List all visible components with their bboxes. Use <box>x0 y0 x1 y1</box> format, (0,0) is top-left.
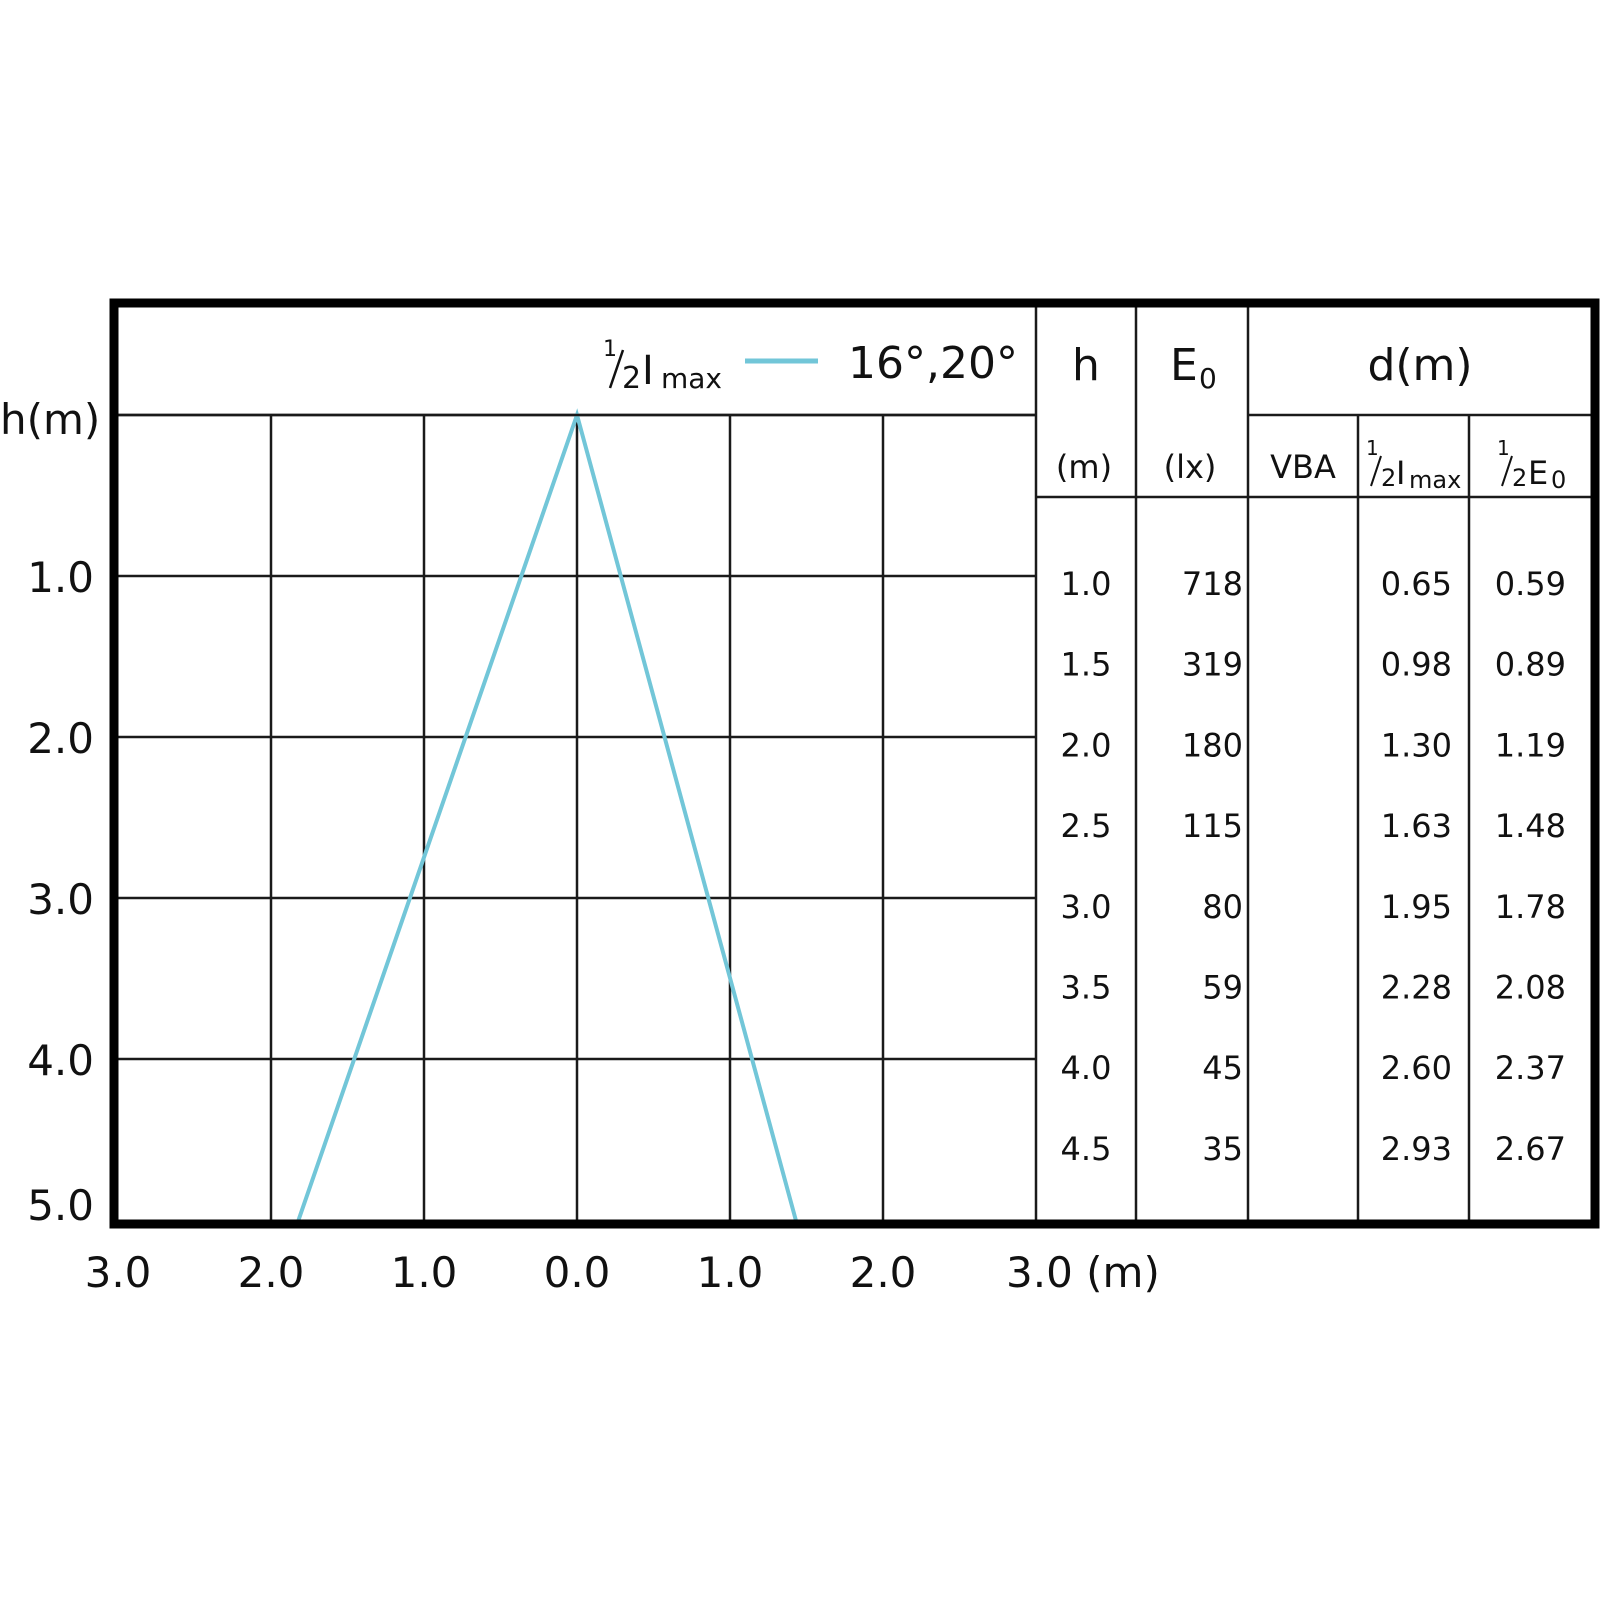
cell-half-e0: 1.78 <box>1495 888 1566 926</box>
cell-e0: 718 <box>1182 565 1243 603</box>
cell-half-e0: 2.08 <box>1495 969 1566 1007</box>
y-tick-label: 5.0 <box>27 1181 94 1230</box>
table-row: 1.0 718 0.65 0.59 <box>1061 565 1566 603</box>
x-tick-label: 0.0 <box>544 1248 611 1297</box>
y-tick-label: 2.0 <box>27 714 94 763</box>
legend-frac-num: 1 <box>603 337 617 362</box>
table-row: 2.0 180 1.30 1.19 <box>1061 726 1566 764</box>
cell-e0: 35 <box>1202 1130 1243 1168</box>
cell-imax: 2.60 <box>1381 1049 1452 1087</box>
header-vba: VBA <box>1270 448 1336 486</box>
table-row: 4.0 45 2.60 2.37 <box>1061 1049 1566 1087</box>
header-halfe0-main: E <box>1528 454 1548 492</box>
header-d: d(m) <box>1367 340 1472 391</box>
cell-half-e0: 2.37 <box>1495 1049 1566 1087</box>
cell-e0: 59 <box>1202 969 1243 1007</box>
cell-e0: 45 <box>1202 1049 1243 1087</box>
cell-half-e0: 2.67 <box>1495 1130 1566 1168</box>
header-halfe0-slash <box>1501 455 1513 487</box>
y-tick-label: 3.0 <box>27 875 94 924</box>
cell-imax: 1.63 <box>1381 807 1452 845</box>
legend-label-main: I <box>642 348 654 394</box>
x-tick-label: 3.0 (m) <box>1006 1248 1160 1297</box>
cell-h: 2.5 <box>1061 807 1112 845</box>
cell-h: 1.5 <box>1061 646 1112 684</box>
legend-angles: 16°,20° <box>848 338 1018 389</box>
cell-imax: 1.30 <box>1381 726 1452 764</box>
legend-label-sub: max <box>661 362 722 395</box>
grid-lines <box>118 303 1038 1224</box>
cell-half-e0: 0.59 <box>1495 565 1566 603</box>
y-tick-label: 4.0 <box>27 1036 94 1085</box>
header-e0-unit: (lx) <box>1164 448 1217 486</box>
table-row: 2.5 115 1.63 1.48 <box>1061 807 1566 845</box>
header-e0-main: E <box>1170 340 1198 391</box>
x-tick-label: 3.0 <box>85 1248 152 1297</box>
header-imax-den: 2 <box>1381 464 1396 492</box>
y-tick-label: 1.0 <box>27 553 94 602</box>
beam-line <box>296 408 798 1221</box>
cell-half-e0: 1.48 <box>1495 807 1566 845</box>
header-h-unit: (m) <box>1056 448 1112 486</box>
header-h: h <box>1072 340 1100 391</box>
axis-labels: h(m) 1.0 2.0 3.0 4.0 5.0 3.0 2.0 1.0 0.0 1.0 2.0 3.0… <box>0 395 1160 1297</box>
table-row: 4.5 35 2.93 2.67 <box>1061 1130 1566 1168</box>
table-row: 1.5 319 0.98 0.89 <box>1061 646 1566 684</box>
header-imax-main: I <box>1396 454 1405 492</box>
cell-imax: 2.28 <box>1381 969 1452 1007</box>
x-tick-label: 2.0 <box>850 1248 917 1297</box>
x-tick-label: 2.0 <box>238 1248 305 1297</box>
header-imax-sub: max <box>1409 466 1461 494</box>
cell-imax: 1.95 <box>1381 888 1452 926</box>
cell-h: 2.0 <box>1061 726 1112 764</box>
cell-half-e0: 0.89 <box>1495 646 1566 684</box>
header-imax-slash <box>1370 455 1382 487</box>
header-imax-num: 1 <box>1366 436 1379 460</box>
cell-imax: 2.93 <box>1381 1130 1452 1168</box>
cell-h: 3.0 <box>1061 888 1112 926</box>
cell-e0: 80 <box>1202 888 1243 926</box>
cell-e0: 115 <box>1182 807 1243 845</box>
cell-half-e0: 1.19 <box>1495 726 1566 764</box>
cell-e0: 180 <box>1182 726 1243 764</box>
cell-h: 4.5 <box>1061 1130 1112 1168</box>
outer-border <box>109 298 1600 1229</box>
table-row: 3.5 59 2.28 2.08 <box>1061 969 1566 1007</box>
legend-frac-den: 2 <box>622 361 641 396</box>
cell-h: 1.0 <box>1061 565 1112 603</box>
header-halfe0-den: 2 <box>1512 464 1527 492</box>
cell-imax: 0.98 <box>1381 646 1452 684</box>
y-axis-label: h(m) <box>0 395 100 444</box>
header-e0-sub: 0 <box>1199 362 1217 395</box>
cell-h: 4.0 <box>1061 1049 1112 1087</box>
table-row: 3.0 80 1.95 1.78 <box>1061 888 1566 926</box>
x-tick-label: 1.0 <box>391 1248 458 1297</box>
cell-e0: 319 <box>1182 646 1243 684</box>
header-halfe0-num: 1 <box>1497 436 1510 460</box>
header-halfe0-sub: 0 <box>1551 466 1566 494</box>
cell-h: 3.5 <box>1061 969 1112 1007</box>
beam-series <box>296 408 798 1221</box>
x-tick-label: 1.0 <box>697 1248 764 1297</box>
cell-imax: 0.65 <box>1381 565 1452 603</box>
legend-frac-slash <box>608 349 625 389</box>
